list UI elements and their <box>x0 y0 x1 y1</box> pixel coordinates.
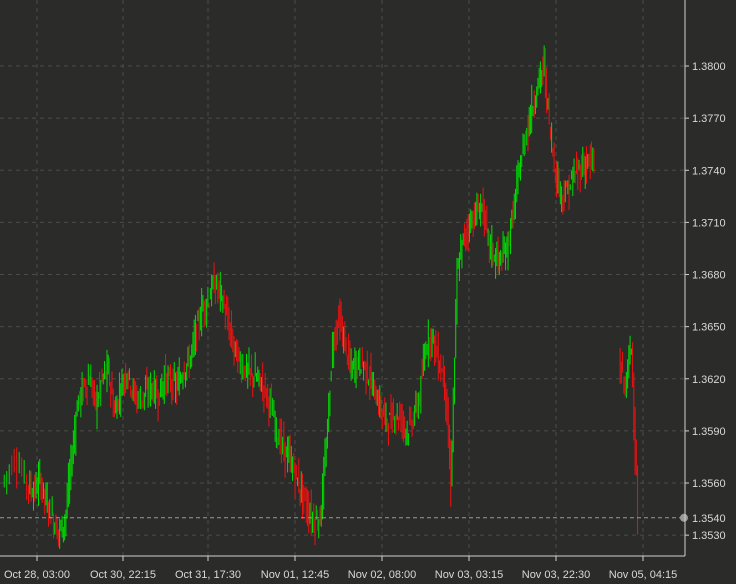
y-tick-label: 1.3770 <box>692 113 726 125</box>
y-tick-label: 1.3620 <box>692 374 726 386</box>
y-tick-label: 1.3530 <box>692 530 726 542</box>
y-tick-label: 1.3800 <box>692 61 726 73</box>
x-tick-label: Oct 30, 22:15 <box>90 569 156 581</box>
x-tick-label: Nov 02, 08:00 <box>348 569 417 581</box>
current-price-layer <box>0 513 688 522</box>
grid-layer <box>0 0 685 556</box>
y-tick-label: 1.3590 <box>692 426 726 438</box>
x-tick-label: Nov 03, 22:30 <box>522 569 591 581</box>
candles-layer <box>3 45 639 549</box>
x-tick-label: Nov 05, 04:15 <box>609 569 678 581</box>
y-tick-label: 1.3710 <box>692 217 726 229</box>
current-price-label: 1.3540 <box>692 513 726 525</box>
x-tick-label: Nov 01, 12:45 <box>261 569 330 581</box>
y-tick-label: 1.3740 <box>692 165 726 177</box>
x-tick-label: Oct 31, 17:30 <box>175 569 241 581</box>
current-price-marker <box>680 513 688 522</box>
y-tick-label: 1.3650 <box>692 322 726 334</box>
y-tick-label: 1.3560 <box>692 478 726 490</box>
x-tick-label: Nov 03, 03:15 <box>435 569 504 581</box>
y-tick-label: 1.3680 <box>692 270 726 282</box>
x-tick-label: Oct 28, 03:00 <box>4 569 70 581</box>
